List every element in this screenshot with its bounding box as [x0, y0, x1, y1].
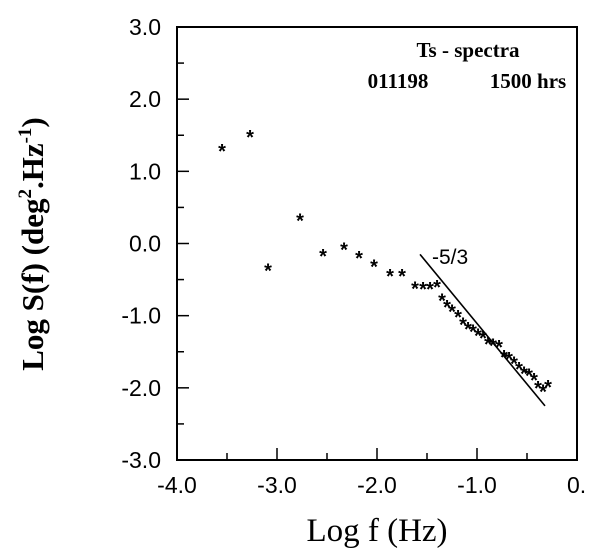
data-point: * — [544, 377, 552, 399]
x-axis-ticks — [176, 448, 578, 460]
data-point: * — [489, 335, 497, 357]
data-point: * — [525, 366, 533, 388]
y-axis-label-part-hz: .Hz — [15, 143, 50, 189]
data-point: * — [515, 359, 523, 381]
y-axis-label-exponent-minus1: -1 — [15, 128, 36, 144]
y-axis-label-close: ) — [15, 117, 50, 127]
data-point: * — [398, 266, 406, 288]
data-point: * — [454, 307, 462, 329]
y-axis-label-exponent-2: 2 — [15, 189, 36, 199]
x-tick-label: 0. — [567, 472, 586, 498]
data-point: * — [370, 257, 378, 279]
y-tick-label: -2.0 — [121, 375, 161, 401]
data-point: * — [246, 127, 254, 149]
data-point: * — [539, 382, 547, 404]
data-point: * — [411, 278, 419, 300]
data-points: ***** * * * * ** * * *********************** — [218, 127, 552, 404]
data-point: * — [500, 347, 508, 369]
data-point: * — [534, 378, 542, 400]
annotation-date: 011198 — [368, 69, 429, 93]
data-point: * — [419, 279, 427, 301]
data-point: * — [448, 301, 456, 323]
data-point: * — [426, 279, 434, 301]
data-point: * — [484, 334, 492, 356]
annotation-title: Ts - spectra — [416, 38, 520, 62]
data-point: * — [264, 260, 272, 282]
data-point: * — [459, 314, 467, 336]
data-point: * — [505, 349, 513, 371]
data-point: * — [218, 141, 226, 163]
x-tick-label: -1.0 — [457, 472, 497, 498]
y-tick-label: 0.0 — [129, 231, 161, 257]
y-axis-ticks — [177, 26, 189, 461]
data-point: * — [520, 364, 528, 386]
x-tick-label: -4.0 — [157, 472, 197, 498]
data-point: * — [469, 322, 477, 344]
y-tick-label: -1.0 — [121, 303, 161, 329]
x-tick-label: -3.0 — [257, 472, 297, 498]
x-tick-label: -2.0 — [357, 472, 397, 498]
y-tick-label: -3.0 — [121, 447, 161, 473]
slope-label: -5/3 — [432, 246, 468, 269]
y-axis-label: Log S(f) (deg2.Hz-1) — [15, 117, 50, 371]
data-point: * — [433, 277, 441, 299]
data-point: * — [479, 328, 487, 350]
data-point: * — [495, 337, 503, 359]
data-point: * — [530, 370, 538, 392]
data-point: * — [386, 266, 394, 288]
data-point: * — [319, 246, 327, 268]
data-point: * — [340, 239, 348, 261]
data-point: * — [464, 319, 472, 341]
y-tick-label: 3.0 — [129, 14, 161, 40]
y-tick-label: 2.0 — [129, 86, 161, 112]
x-axis-tick-labels: -4.0 -3.0 -2.0 -1.0 0. — [157, 472, 586, 498]
y-axis-tick-labels: 3.0 2.0 1.0 0.0 -1.0 -2.0 -3.0 — [121, 14, 161, 473]
annotation-time: 1500 hrs — [490, 69, 566, 93]
data-point: * — [355, 248, 363, 270]
data-point: * — [296, 211, 304, 233]
data-point: * — [474, 325, 482, 347]
y-axis-label-part-1: Log S(f) (deg — [15, 198, 50, 371]
data-point: * — [510, 353, 518, 375]
y-tick-label: 1.0 — [129, 158, 161, 184]
data-point: * — [438, 291, 446, 313]
slope-reference-line — [419, 253, 546, 407]
x-axis-label: Log f (Hz) — [306, 513, 447, 549]
data-point: * — [443, 297, 451, 319]
